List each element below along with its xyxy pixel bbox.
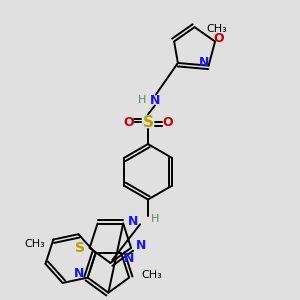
Text: H: H xyxy=(151,214,159,224)
Text: O: O xyxy=(214,32,224,45)
Text: N: N xyxy=(124,252,134,265)
Text: N: N xyxy=(74,267,85,280)
Text: S: S xyxy=(142,115,154,130)
Text: N: N xyxy=(128,215,138,228)
Text: H: H xyxy=(138,95,146,106)
Text: N: N xyxy=(150,94,160,107)
Text: CH₃: CH₃ xyxy=(141,270,162,280)
Text: S: S xyxy=(75,241,85,255)
Text: O: O xyxy=(163,116,173,129)
Text: N: N xyxy=(199,56,209,69)
Text: N: N xyxy=(136,239,146,252)
Text: CH₃: CH₃ xyxy=(206,24,227,34)
Text: CH₃: CH₃ xyxy=(25,239,45,250)
Text: O: O xyxy=(123,116,134,129)
